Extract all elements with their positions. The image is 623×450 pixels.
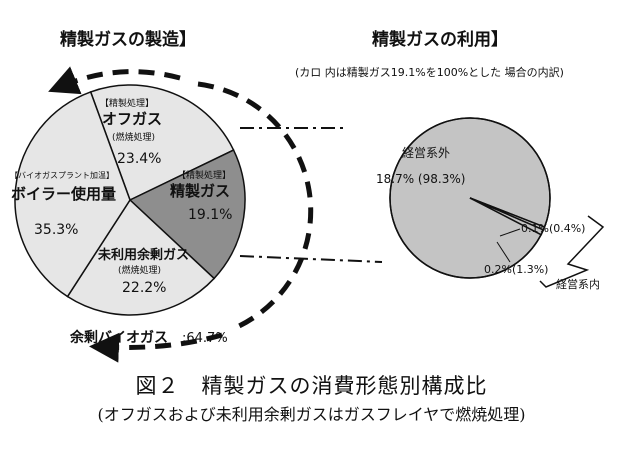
left-pie [14,84,246,316]
label-unused: 未利用余剰ガス [97,247,189,263]
right-chart-title: 精製ガスの利用】 [372,29,508,50]
label-boiler-pct: 35.3% [34,222,78,238]
slice-offgas [89,84,235,202]
label-external: 経営系外 [402,146,450,160]
dashed-ring-arc [197,81,314,330]
figure-caption: 図２ 精製ガスの消費形態別構成比 [135,374,488,398]
slice-refined-gas [128,149,246,280]
label-internal: 経営系内 [556,277,600,291]
right-chart-subtitle: (カロ 内は精製ガス19.1%を100%とした 場合の内訳) [295,65,564,79]
label-refined-tag: 【精製処理】 [177,169,231,181]
label-offgas-tag: 【精製処理】 [100,97,154,109]
connector-bottom [239,255,383,263]
label-unused-pct: 22.2% [122,280,166,296]
label-refined: 精製ガス [170,182,230,200]
label-boiler-tag: 【バイオガスプラント加温】 [10,170,114,180]
slice-boiler [14,90,131,298]
slice-unused-surplus [66,198,216,316]
surplus-biogas-value: :64.7% [182,331,228,346]
label-small-a: 0.1%(0.4%) [521,222,585,235]
right-pie [389,117,551,279]
leader-small-a [499,228,521,237]
dashed-arrow-top [48,66,181,95]
label-small-b: 0.2%(1.3%) [484,263,548,276]
label-boiler: ボイラー使用量 [11,185,116,203]
bracket-internal [539,215,605,288]
label-offgas: オフガス [102,110,162,128]
label-external-pct: 18.7% (98.3%) [376,172,465,186]
surplus-biogas-label: 余剰バイオガス [69,329,168,346]
right-pie-outline [389,117,551,279]
label-unused-sub: (燃焼処理) [118,264,161,276]
figure-caption-note: (オフガスおよび未利用余剰ガスはガスフレイヤで燃焼処理) [97,405,526,424]
dashed-arrow-bottom [89,332,223,363]
left-chart-title: 精製ガスの製造】 [60,29,196,50]
leader-small-b [496,241,511,263]
label-offgas-pct: 23.4% [117,151,161,167]
label-refined-pct: 19.1% [188,207,232,223]
label-offgas-sub: (燃焼処理) [112,131,155,143]
